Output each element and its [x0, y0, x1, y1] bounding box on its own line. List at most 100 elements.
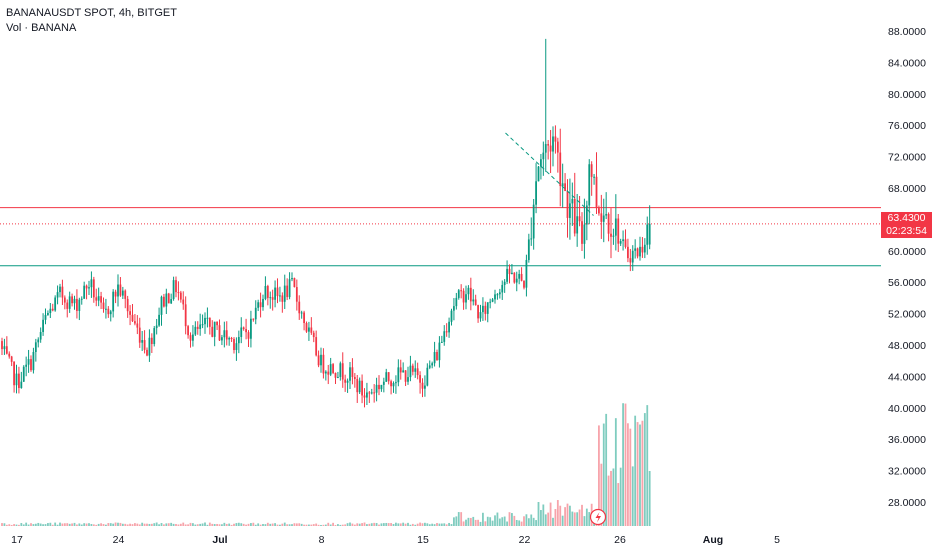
- candle[interactable]: [228, 336, 231, 346]
- candle[interactable]: [303, 310, 305, 331]
- candle[interactable]: [407, 366, 409, 385]
- candle[interactable]: [556, 137, 559, 173]
- volume-bar[interactable]: [163, 524, 165, 526]
- candle[interactable]: [356, 374, 359, 403]
- volume-bar[interactable]: [129, 523, 131, 526]
- candle[interactable]: [109, 309, 112, 322]
- candle[interactable]: [414, 360, 417, 378]
- candle[interactable]: [298, 295, 301, 320]
- candle[interactable]: [639, 236, 641, 261]
- candle[interactable]: [105, 298, 107, 319]
- candle[interactable]: [76, 289, 78, 319]
- candle[interactable]: [518, 269, 521, 285]
- candle[interactable]: [230, 336, 233, 342]
- volume-bar[interactable]: [92, 524, 95, 526]
- volume-bar[interactable]: [66, 523, 69, 526]
- volume-bar[interactable]: [88, 523, 90, 526]
- candle[interactable]: [411, 363, 414, 376]
- volume-bar[interactable]: [310, 524, 313, 526]
- candle[interactable]: [588, 159, 591, 225]
- candle[interactable]: [494, 289, 496, 304]
- candle[interactable]: [363, 388, 366, 408]
- candle[interactable]: [27, 349, 30, 373]
- volume-bar[interactable]: [90, 523, 93, 526]
- volume-bar[interactable]: [571, 511, 574, 526]
- volume-bar[interactable]: [230, 524, 233, 526]
- volume-bar[interactable]: [114, 522, 117, 526]
- candle[interactable]: [361, 374, 363, 404]
- volume-bar[interactable]: [266, 522, 269, 526]
- candle[interactable]: [293, 277, 296, 288]
- volume-bar[interactable]: [184, 524, 187, 526]
- volume-bar[interactable]: [322, 524, 325, 526]
- candle[interactable]: [460, 284, 463, 299]
- candle[interactable]: [532, 199, 535, 250]
- candle[interactable]: [201, 314, 204, 329]
- candle[interactable]: [259, 292, 262, 318]
- candle[interactable]: [167, 292, 170, 304]
- candle[interactable]: [578, 196, 581, 227]
- candle[interactable]: [585, 200, 588, 241]
- volume-bar[interactable]: [196, 524, 199, 526]
- candle[interactable]: [117, 274, 119, 307]
- volume-bar[interactable]: [627, 423, 629, 526]
- volume-bar[interactable]: [530, 514, 533, 526]
- candle[interactable]: [73, 295, 76, 310]
- candle[interactable]: [341, 352, 344, 388]
- volume-bar[interactable]: [138, 524, 141, 526]
- volume-bar[interactable]: [303, 524, 305, 526]
- volume-bar[interactable]: [491, 520, 494, 526]
- candle[interactable]: [80, 296, 83, 305]
- candle[interactable]: [71, 293, 73, 307]
- candle[interactable]: [283, 274, 286, 310]
- candle[interactable]: [322, 348, 325, 379]
- candle[interactable]: [254, 300, 257, 325]
- volume-indicator-label[interactable]: Vol · BANANA: [6, 22, 77, 34]
- volume-bar[interactable]: [378, 524, 380, 526]
- volume-bar[interactable]: [160, 523, 163, 526]
- candle[interactable]: [457, 288, 460, 300]
- candle[interactable]: [266, 284, 269, 306]
- volume-bar[interactable]: [564, 507, 566, 526]
- volume-bar[interactable]: [259, 524, 262, 526]
- candle[interactable]: [42, 313, 44, 336]
- volume-bar[interactable]: [199, 523, 202, 526]
- volume-bar[interactable]: [167, 523, 170, 526]
- candle[interactable]: [102, 297, 105, 313]
- volume-bar[interactable]: [515, 519, 518, 526]
- volume-bar[interactable]: [349, 522, 351, 526]
- volume-bar[interactable]: [554, 509, 557, 526]
- candle[interactable]: [583, 198, 586, 259]
- candle[interactable]: [378, 375, 380, 396]
- candle[interactable]: [247, 330, 250, 347]
- candle[interactable]: [20, 371, 23, 389]
- candle[interactable]: [421, 378, 424, 398]
- volume-bar[interactable]: [100, 523, 102, 526]
- candle[interactable]: [619, 238, 622, 246]
- volume-bar[interactable]: [3, 523, 6, 526]
- candle[interactable]: [496, 293, 499, 300]
- volume-bar[interactable]: [353, 524, 356, 526]
- volume-bar[interactable]: [457, 512, 460, 526]
- volume-bar[interactable]: [581, 504, 583, 526]
- candle[interactable]: [37, 337, 40, 348]
- volume-bar[interactable]: [158, 524, 160, 526]
- candle[interactable]: [138, 317, 141, 348]
- volume-bar[interactable]: [76, 524, 78, 526]
- candle[interactable]: [554, 125, 557, 154]
- volume-bar[interactable]: [324, 524, 327, 526]
- volume-bar[interactable]: [573, 512, 576, 526]
- volume-bar[interactable]: [47, 523, 49, 526]
- candle[interactable]: [498, 288, 501, 299]
- candle[interactable]: [465, 285, 467, 310]
- candle[interactable]: [274, 280, 276, 308]
- candle[interactable]: [15, 364, 18, 394]
- volume-bar[interactable]: [213, 524, 216, 526]
- candle[interactable]: [136, 315, 139, 335]
- candle[interactable]: [281, 292, 284, 313]
- volume-bar[interactable]: [337, 524, 339, 526]
- volume-bar[interactable]: [549, 502, 552, 526]
- volume-bar[interactable]: [612, 468, 615, 526]
- volume-bar[interactable]: [375, 522, 378, 526]
